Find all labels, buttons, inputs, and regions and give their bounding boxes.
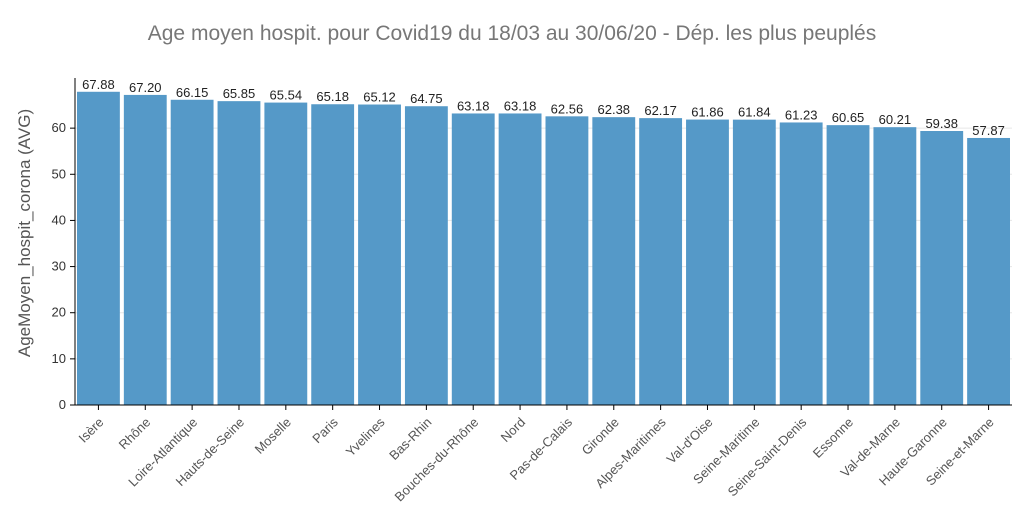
bar-9[interactable] — [451, 113, 495, 406]
y-tick-label: 20 — [52, 305, 66, 320]
bar-8[interactable] — [404, 106, 448, 405]
y-tick-label: 30 — [52, 259, 66, 274]
data-label: 61.23 — [785, 107, 818, 122]
bar-18[interactable] — [873, 127, 917, 405]
bar-1[interactable] — [77, 91, 120, 405]
bar-17[interactable] — [826, 125, 870, 406]
data-label: 60.21 — [879, 112, 912, 127]
bar-12[interactable] — [592, 117, 636, 405]
data-label: 61.86 — [691, 105, 724, 120]
data-label: 57.87 — [972, 123, 1005, 138]
data-label: 67.20 — [129, 80, 162, 95]
bar-19[interactable] — [920, 131, 964, 405]
bar-14[interactable] — [686, 119, 729, 405]
x-tick-label: Isère — [75, 415, 106, 446]
y-axis-label: AgeMoyen_hospit_corona (AVG) — [15, 109, 34, 357]
bar-2[interactable] — [123, 94, 167, 406]
bar-11[interactable] — [545, 116, 589, 405]
data-label: 67.88 — [82, 77, 115, 92]
x-tick-label: Bouches-du-Rhône — [392, 415, 482, 505]
bar-16[interactable] — [779, 122, 823, 405]
y-tick-label: 40 — [52, 212, 66, 227]
data-labels: 67.88 67.20 66.15 65.85 65.54 65.18 65.12 64.75… — [82, 77, 1005, 138]
data-label: 62.56 — [551, 101, 584, 116]
chart-title: Age moyen hospit. pour Covid19 du 18/03 … — [148, 22, 877, 45]
data-label: 61.84 — [738, 105, 771, 120]
data-label: 65.54 — [270, 88, 303, 103]
data-label: 63.18 — [457, 98, 490, 113]
y-tick-label: 0 — [59, 397, 66, 412]
y-tick-label: 60 — [52, 120, 66, 135]
data-label: 59.38 — [925, 116, 958, 131]
gridlines — [75, 127, 1012, 406]
data-label: 66.15 — [176, 85, 209, 100]
y-tick-label: 50 — [52, 166, 66, 181]
bar-13[interactable] — [639, 118, 683, 406]
x-tick-labels: Isère RhôneLoire-AtlantiqueHauts-de-Seine… — [75, 414, 996, 504]
bar-15[interactable] — [732, 119, 776, 405]
x-tick-label: Moselle — [252, 415, 294, 457]
bar-4[interactable] — [217, 101, 261, 405]
x-tick-label: Seine-Saint-Denis — [725, 414, 810, 499]
bar-7[interactable] — [358, 104, 401, 406]
data-label: 65.85 — [223, 86, 256, 101]
x-tick-label: Yvelines — [343, 414, 388, 459]
data-label: 65.12 — [363, 90, 396, 105]
bar-3[interactable] — [170, 99, 214, 405]
bars — [77, 91, 1010, 406]
bar-10[interactable] — [498, 113, 542, 406]
x-tick-label: Nord — [498, 415, 529, 446]
data-label: 62.38 — [598, 102, 631, 117]
x-tick-label: Rhône — [116, 415, 154, 453]
data-label: 64.75 — [410, 91, 443, 106]
x-tick-label: Gironde — [579, 415, 622, 458]
data-label: 62.17 — [644, 103, 677, 118]
data-label: 63.18 — [504, 98, 537, 113]
axes — [70, 78, 1012, 410]
x-tick-label: Paris — [309, 414, 341, 446]
x-tick-label: Essonne — [810, 415, 856, 461]
y-tick-labels: 0 10 20 30 40 50 60 — [52, 120, 66, 412]
x-tick-label: Bas-Rhin — [386, 415, 434, 463]
data-label: 60.65 — [832, 110, 865, 125]
bar-6[interactable] — [311, 104, 355, 406]
data-label: 65.18 — [316, 89, 349, 104]
bar-20[interactable] — [967, 137, 1010, 405]
bar-5[interactable] — [264, 102, 308, 405]
y-tick-label: 10 — [52, 351, 66, 366]
